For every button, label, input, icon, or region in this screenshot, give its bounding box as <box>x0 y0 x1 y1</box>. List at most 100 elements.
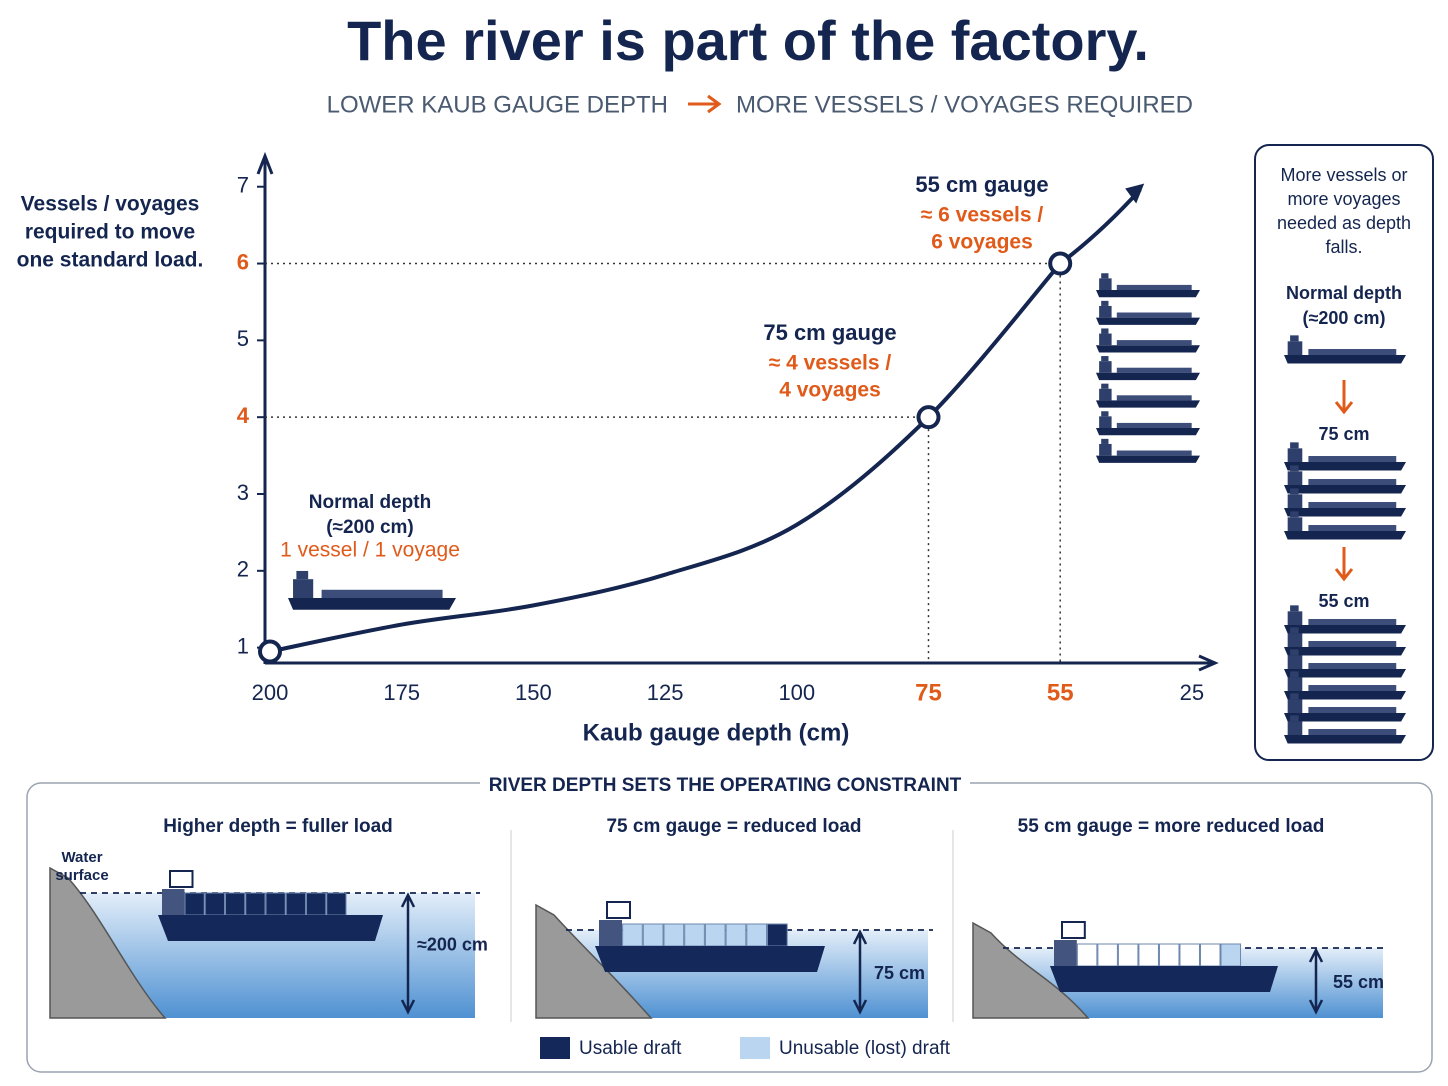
side-ship-icon <box>1284 693 1406 722</box>
river-bank <box>49 866 167 1019</box>
trend-arrow <box>1058 188 1142 266</box>
legend-swatch <box>540 1037 570 1059</box>
legend-label: Usable draft <box>579 1038 682 1059</box>
legend-swatch <box>740 1037 770 1059</box>
ship-bridge <box>1290 511 1299 518</box>
ship-bridge <box>1290 649 1299 656</box>
barge-cabin <box>162 889 185 915</box>
legend-label: Unusable (lost) draft <box>779 1038 951 1059</box>
container <box>725 923 747 947</box>
ship-bridge <box>1101 328 1109 334</box>
container <box>1138 943 1159 967</box>
depth-label: ≈200 cm <box>417 934 488 954</box>
ship-deck <box>1308 685 1397 691</box>
ship-cabin <box>1099 333 1112 346</box>
side-ship-icon <box>1284 511 1406 540</box>
container <box>204 892 225 916</box>
ship-deck <box>1116 312 1192 318</box>
ship-bridge <box>1290 671 1299 678</box>
ship-deck <box>1116 450 1192 456</box>
side-ship-icon <box>1284 488 1406 517</box>
ship-bridge <box>1290 627 1299 634</box>
ship-icon <box>1096 411 1200 436</box>
barge-hull <box>595 946 825 972</box>
ship-hull <box>1096 290 1200 298</box>
container <box>1076 943 1098 967</box>
point-marker <box>916 405 941 430</box>
ship-icon <box>288 570 456 610</box>
annotation-title: Normal depth <box>309 492 431 513</box>
side-step-label: 75 cm <box>1318 424 1369 444</box>
side-ship-icon <box>1284 335 1406 364</box>
barge-cabin <box>599 920 622 946</box>
container <box>704 923 726 947</box>
scene-title: Higher depth = fuller load <box>163 816 393 837</box>
subtitle-arrow <box>688 94 722 114</box>
side-ship-icon <box>1284 649 1406 678</box>
x-tick-label: 100 <box>778 680 815 705</box>
y-tick-label: 6 <box>237 249 249 274</box>
ship-deck <box>1308 456 1397 462</box>
subtitle-effect: MORE VESSELS / VOYAGES REQUIRED <box>736 91 1193 118</box>
subtitle-cause: LOWER KAUB GAUGE DEPTH <box>327 91 668 118</box>
depth-arrow <box>852 929 868 1015</box>
x-axis <box>265 654 1219 672</box>
container <box>1199 943 1221 967</box>
trend-arrow-head <box>1125 183 1145 204</box>
ship-cabin <box>1099 443 1112 456</box>
container <box>767 923 788 947</box>
ship-cabin <box>1099 388 1112 401</box>
ship-hull <box>1096 345 1200 353</box>
ship-deck <box>1308 502 1397 508</box>
ship-cabin <box>1287 341 1303 355</box>
ship-cabin <box>293 579 314 598</box>
ship-hull <box>1096 455 1200 463</box>
container <box>746 923 767 947</box>
ship-deck <box>321 589 443 598</box>
y-tick-label: 7 <box>237 173 249 198</box>
x-tick-label: 25 <box>1180 680 1204 705</box>
y-axis-title: Vessels / voyages <box>21 193 200 216</box>
container <box>1097 943 1118 967</box>
container <box>245 892 266 916</box>
depth-label: 75 cm <box>874 963 925 983</box>
side-intro: more voyages <box>1287 189 1400 209</box>
ship-bridge <box>1101 411 1109 417</box>
ship-bridge <box>1101 356 1109 362</box>
ship-cabin <box>1287 448 1303 462</box>
x-tick-label: 150 <box>515 680 552 705</box>
depth-arrow <box>1308 947 1324 1015</box>
container <box>1117 943 1139 967</box>
ship-cabin <box>1287 699 1303 713</box>
side-ship-icon <box>1284 715 1406 744</box>
barge-hull <box>1050 966 1278 992</box>
ship-icon <box>1096 273 1200 298</box>
bottom-title-bg <box>480 770 970 800</box>
ship-hull <box>288 598 456 610</box>
ship-bridge <box>1290 693 1299 700</box>
container <box>1179 943 1200 967</box>
annotation-detail: ≈ 6 vessels / <box>921 204 1044 227</box>
ship-cabin <box>1099 305 1112 318</box>
ship-cabin <box>1287 677 1303 691</box>
ship-hull <box>1096 428 1200 436</box>
annotation-title: 75 cm gauge <box>763 320 896 345</box>
ship-cabin <box>1287 633 1303 647</box>
ship-hull <box>1284 691 1406 700</box>
river-bank <box>535 903 653 1019</box>
side-step-label: 55 cm <box>1318 591 1369 611</box>
ship-cabin <box>1287 611 1303 625</box>
ship-cabin <box>1287 494 1303 508</box>
ship-deck <box>1308 663 1397 669</box>
water-label: surface <box>55 867 108 884</box>
annotation-title: 55 cm gauge <box>915 172 1048 197</box>
scene-title: 55 cm gauge = more reduced load <box>1018 816 1325 837</box>
ship-hull <box>1096 400 1200 408</box>
ship-cabin <box>1099 278 1112 290</box>
container <box>622 923 643 947</box>
side-intro: needed as depth <box>1277 213 1411 233</box>
side-intro: falls. <box>1325 237 1362 257</box>
barge-bridge <box>169 870 194 888</box>
ship-bridge <box>1101 273 1109 279</box>
